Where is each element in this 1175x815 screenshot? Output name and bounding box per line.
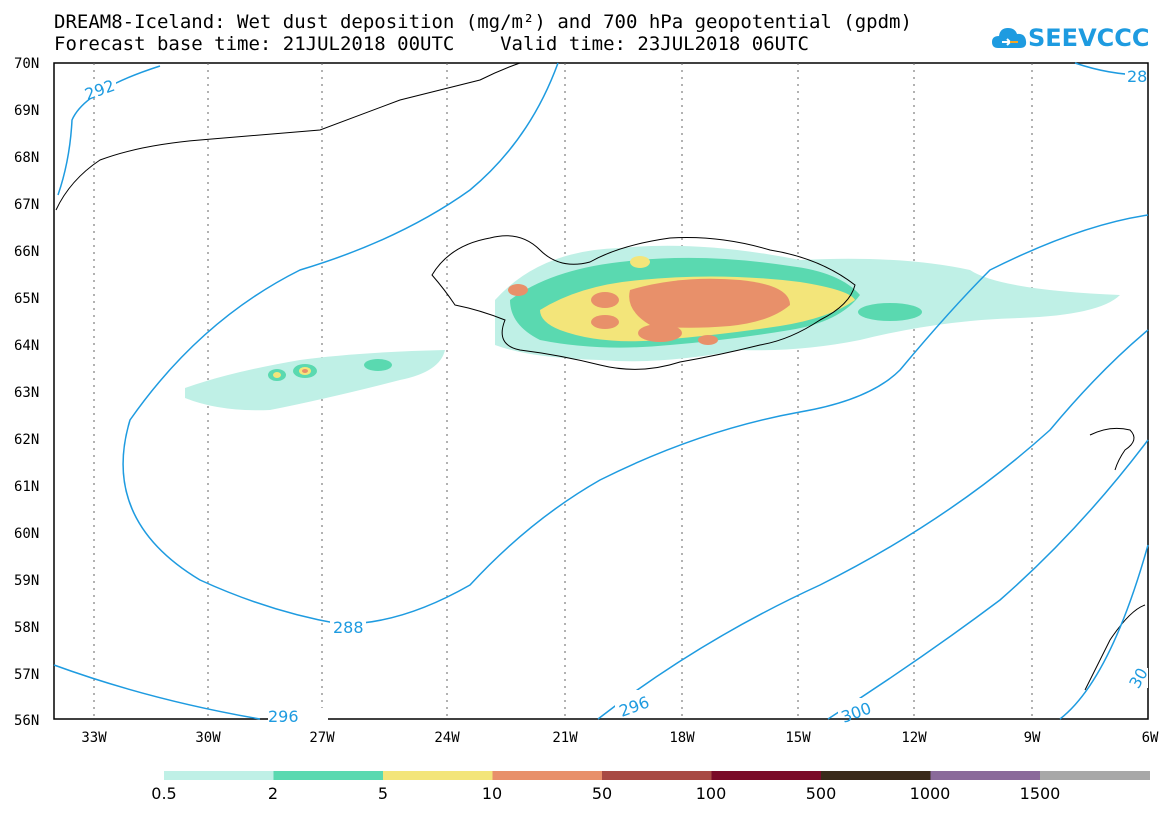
lon-tick-label: 9W xyxy=(1024,730,1041,746)
dust-area-patch xyxy=(630,256,650,268)
latitude-axis: 70N 69N 68N 67N 66N 65N 64N 63N 62N 61N … xyxy=(14,56,39,729)
contour-label: 288 xyxy=(333,618,364,637)
dust-deposition-field xyxy=(185,245,1120,411)
legend-swatch xyxy=(164,771,274,780)
longitude-axis: 33W 30W 27W 24W 21W 18W 15W 12W 9W 6W xyxy=(81,730,1159,746)
legend-label: 500 xyxy=(805,784,837,803)
contour-300-se xyxy=(1059,544,1149,720)
longitude-gridlines xyxy=(93,63,1033,719)
legend-swatch xyxy=(383,771,493,780)
dust-area-patch xyxy=(508,284,528,296)
lat-tick-label: 60N xyxy=(14,526,39,542)
lon-tick-label: 30W xyxy=(195,730,221,746)
dust-area-patch xyxy=(591,292,619,308)
lat-tick-label: 64N xyxy=(14,338,39,354)
map-frame xyxy=(53,62,1149,720)
lon-tick-label: 6W xyxy=(1142,730,1159,746)
lat-tick-label: 70N xyxy=(14,56,39,72)
greenland-coast xyxy=(55,62,521,211)
lat-tick-label: 59N xyxy=(14,573,39,589)
lon-tick-label: 27W xyxy=(309,730,335,746)
lon-tick-label: 24W xyxy=(434,730,460,746)
lon-tick-label: 33W xyxy=(81,730,107,746)
dust-area-patch xyxy=(364,359,392,371)
legend-label: 100 xyxy=(695,784,727,803)
lat-tick-label: 66N xyxy=(14,244,39,260)
faroe-coast xyxy=(1089,427,1135,471)
lon-tick-label: 21W xyxy=(552,730,578,746)
lat-tick-label: 65N xyxy=(14,291,39,307)
legend-swatch xyxy=(602,771,712,780)
cloud-icon xyxy=(992,28,1027,48)
lat-tick-label: 68N xyxy=(14,150,39,166)
lat-tick-label: 61N xyxy=(14,479,39,495)
legend-swatch xyxy=(930,771,1040,780)
legend-swatch xyxy=(711,771,821,780)
dust-area-patch xyxy=(302,369,308,373)
contour-label: 28 xyxy=(1127,67,1147,86)
lat-tick-label: 69N xyxy=(14,103,39,119)
dust-area-patch xyxy=(591,315,619,329)
map-subtitle-times: Forecast base time: 21JUL2018 00UTC Vali… xyxy=(54,33,809,55)
dust-area-west-plume xyxy=(185,350,445,411)
logo-text: SEEVCCC xyxy=(1028,24,1150,52)
legend-label: 5 xyxy=(377,784,389,803)
lon-tick-label: 12W xyxy=(901,730,927,746)
lat-tick-label: 63N xyxy=(14,385,39,401)
dust-area-iceland-high xyxy=(629,278,790,328)
lon-tick-label: 18W xyxy=(669,730,695,746)
contour-296-sw xyxy=(53,664,261,720)
dust-area-patch xyxy=(273,372,281,378)
contour-296 xyxy=(597,329,1149,720)
scotland-coast xyxy=(1084,604,1146,691)
legend-label: 2 xyxy=(267,784,279,803)
dust-area-patch xyxy=(638,324,682,342)
lon-tick-label: 15W xyxy=(785,730,811,746)
legend-swatch xyxy=(821,771,931,780)
dust-area-patch xyxy=(698,335,718,345)
lat-tick-label: 67N xyxy=(14,197,39,213)
lat-tick-label: 58N xyxy=(14,620,39,636)
legend-label: 10 xyxy=(481,784,503,803)
legend-label: 1000 xyxy=(909,784,951,803)
legend-swatch xyxy=(492,771,602,780)
contour-300 xyxy=(827,439,1149,720)
contour-292 xyxy=(57,65,161,196)
lat-tick-label: 57N xyxy=(14,667,39,683)
lat-tick-label: 62N xyxy=(14,432,39,448)
iceland-coast xyxy=(431,235,856,370)
map-title: DREAM8-Iceland: Wet dust deposition (mg/… xyxy=(54,11,912,33)
contour-label: 296 xyxy=(268,707,299,726)
coastlines xyxy=(55,62,1146,691)
lat-tick-label: 56N xyxy=(14,713,39,729)
legend-swatch xyxy=(1040,771,1150,780)
dust-area-patch xyxy=(858,303,922,321)
legend-label: 0.5 xyxy=(151,784,177,803)
legend-label: 50 xyxy=(591,784,613,803)
legend-colorbar xyxy=(164,771,1150,780)
legend-label: 1500 xyxy=(1019,784,1061,803)
legend-swatch xyxy=(273,771,383,780)
seevccc-logo: SEEVCCC xyxy=(990,18,1150,60)
